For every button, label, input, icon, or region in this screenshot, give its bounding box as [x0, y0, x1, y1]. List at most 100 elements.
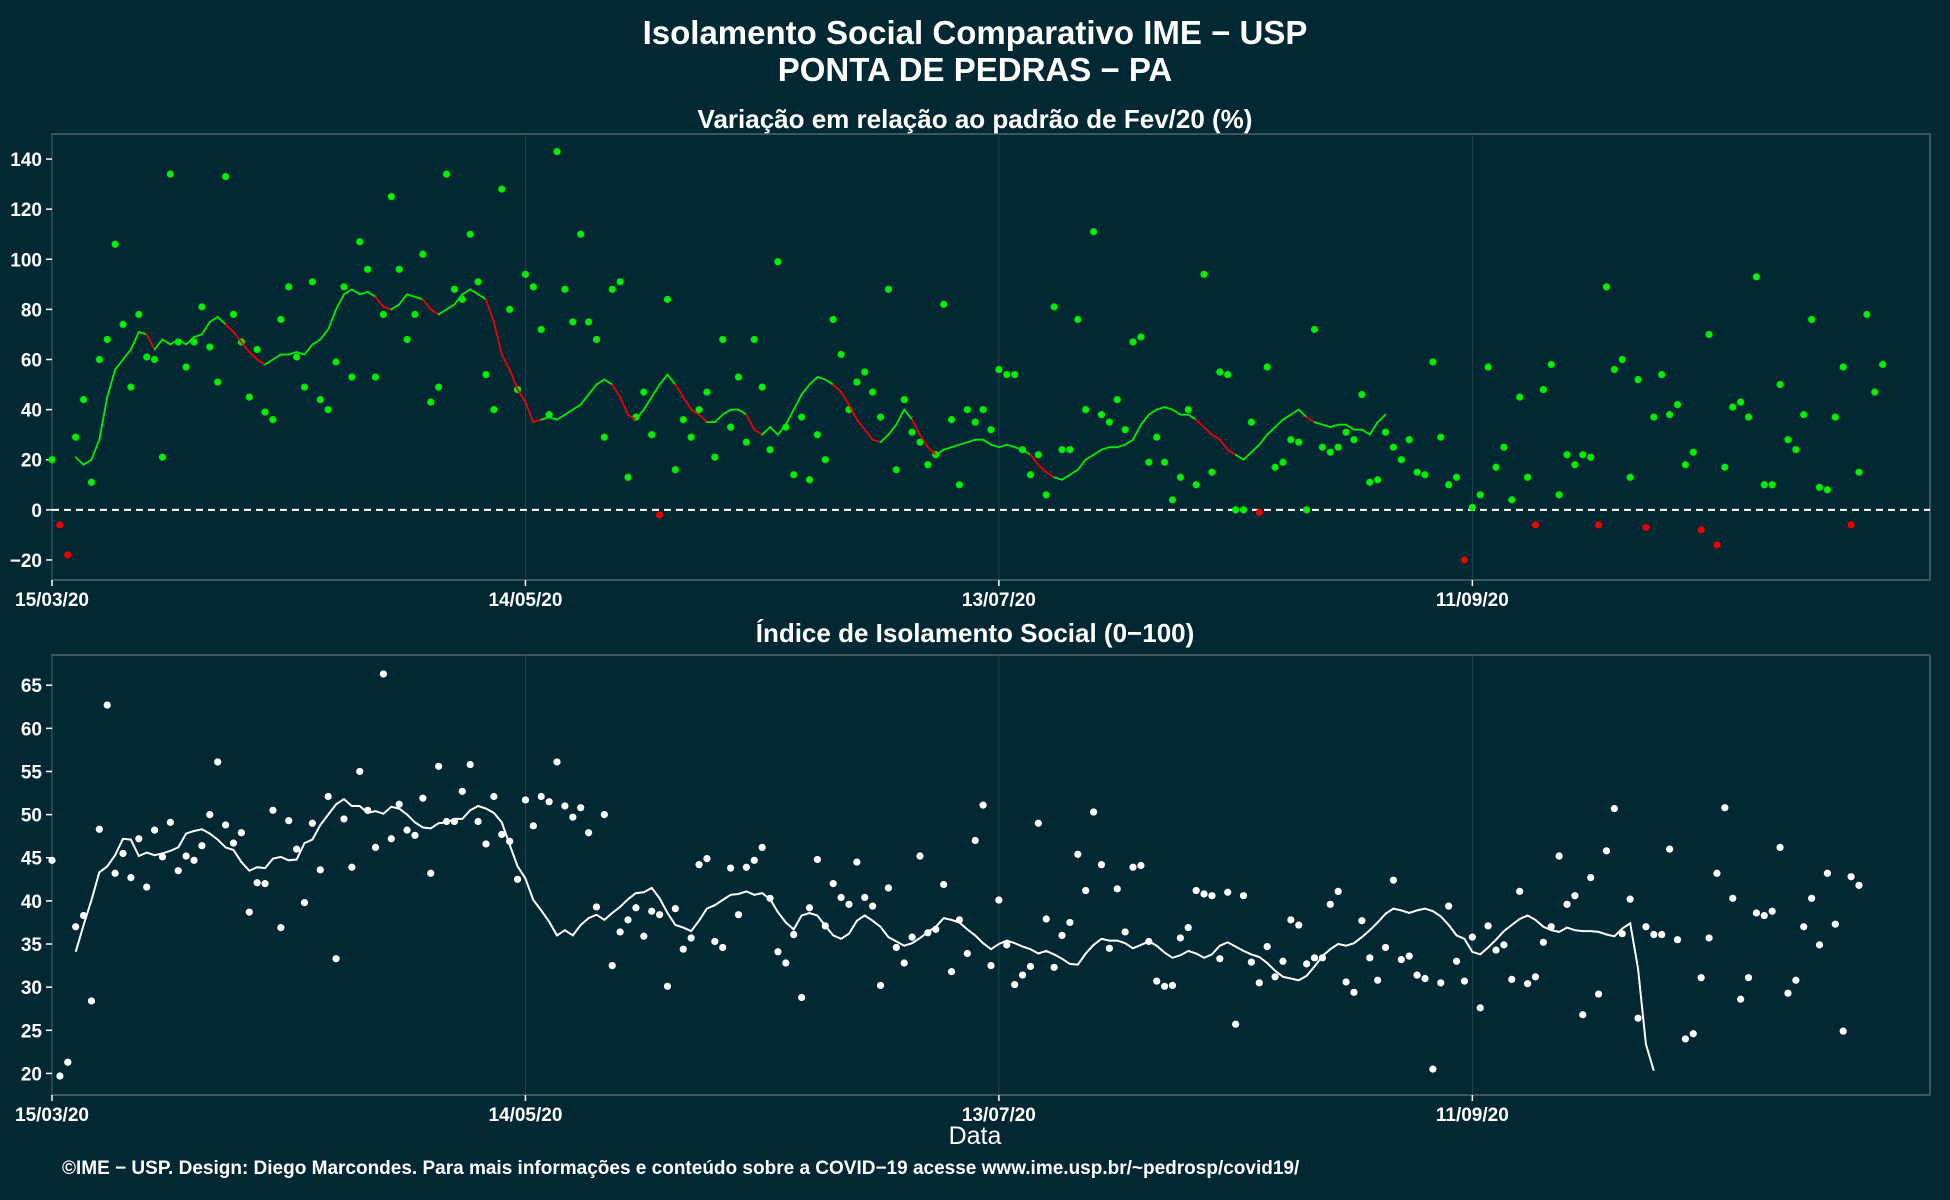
data-point [387, 835, 395, 843]
data-point [498, 830, 506, 839]
data-point [1752, 273, 1761, 281]
data-point [206, 343, 214, 351]
moving-average-segment [840, 391, 850, 406]
moving-average-segment [485, 298, 495, 323]
moving-average-segment [1203, 426, 1213, 436]
data-point [1579, 1011, 1587, 1019]
data-point [348, 863, 356, 871]
data-point [1366, 954, 1374, 962]
data-point [411, 831, 419, 839]
panel2-y-tick-label: 60 [21, 719, 42, 740]
data-point [876, 981, 885, 990]
moving-average-segment [1132, 423, 1142, 441]
panel2-x-tick-label: 13/07/20 [962, 1105, 1036, 1126]
moving-average-segment [816, 376, 827, 381]
panel1-border [51, 133, 1931, 581]
moving-average-segment [642, 396, 653, 411]
data-point [56, 521, 64, 529]
data-point [1855, 881, 1863, 889]
data-point [1224, 888, 1232, 896]
data-point [1216, 368, 1224, 376]
data-point [1500, 443, 1508, 451]
moving-average-segment [137, 331, 148, 336]
moving-average-segment [903, 408, 913, 421]
data-point [1602, 847, 1611, 855]
moving-average-segment [500, 353, 511, 371]
data-point [513, 875, 522, 883]
data-point [600, 811, 608, 819]
data-point [340, 815, 348, 823]
data-point [103, 335, 111, 344]
moving-average-segment [942, 446, 953, 451]
data-point [229, 839, 238, 847]
data-point [1342, 978, 1350, 986]
data-point [1089, 228, 1098, 236]
data-point [1492, 946, 1500, 954]
moving-average-segment [737, 408, 748, 416]
data-point [348, 373, 356, 381]
moving-average-segment [453, 293, 464, 306]
data-point [798, 413, 806, 421]
panel2-y-tick-label: 30 [21, 978, 42, 999]
moving-average-segment [1171, 408, 1182, 416]
data-point [624, 473, 632, 481]
moving-average-segment [1226, 448, 1237, 456]
data-point [1326, 448, 1334, 456]
data-point [111, 240, 119, 248]
data-point [624, 916, 632, 924]
moving-average-segment [997, 443, 1008, 449]
data-point [1279, 957, 1287, 965]
moving-average-segment [343, 288, 353, 296]
data-point [435, 762, 443, 770]
moving-average-segment [863, 428, 874, 441]
moving-average-segment [1187, 413, 1198, 421]
data-point [1563, 451, 1571, 459]
data-point [876, 413, 885, 421]
data-point [734, 373, 743, 381]
data-point [1468, 933, 1476, 941]
data-point [766, 446, 774, 454]
data-point [1303, 960, 1311, 968]
data-point [1437, 979, 1445, 987]
moving-average-segment [595, 378, 606, 386]
data-point [150, 826, 159, 834]
data-point [324, 406, 332, 414]
data-point [411, 310, 419, 319]
data-point [719, 335, 727, 344]
data-point [1247, 418, 1255, 426]
data-point [1358, 917, 1366, 925]
data-point [214, 758, 222, 766]
moving-average-segment [540, 416, 551, 421]
data-point [758, 843, 766, 851]
panel2-x-tick-label: 11/09/20 [1436, 1105, 1509, 1126]
data-point [190, 338, 198, 346]
data-point [356, 238, 364, 246]
data-point [150, 355, 159, 364]
data-point [1224, 370, 1232, 379]
data-point [1579, 451, 1587, 459]
panel2-y-tick-label: 25 [21, 1021, 43, 1042]
data-point [655, 511, 664, 519]
panel1-x-tick-label: 11/09/20 [1436, 590, 1509, 611]
data-point [1839, 363, 1847, 371]
data-point [1768, 907, 1776, 915]
data-point [1421, 471, 1429, 479]
moving-average-segment [1045, 471, 1056, 479]
data-point [324, 792, 332, 801]
data-point [1389, 876, 1398, 884]
moving-average-segment [82, 458, 93, 466]
data-point [1082, 406, 1090, 414]
data-point [1216, 955, 1224, 963]
data-point [947, 968, 956, 976]
moving-average-segment [319, 328, 330, 341]
data-point [1184, 406, 1192, 414]
moving-average-segment [1305, 416, 1316, 424]
panel2-y-tick-label: 35 [21, 935, 43, 956]
data-point [103, 701, 111, 709]
moving-average-segment [1368, 421, 1379, 436]
moving-average-segment [926, 446, 937, 456]
data-point [1082, 886, 1090, 895]
panel2-x-tick-label: 14/05/20 [488, 1105, 562, 1126]
moving-average-segment [201, 321, 211, 336]
data-point [805, 904, 814, 912]
